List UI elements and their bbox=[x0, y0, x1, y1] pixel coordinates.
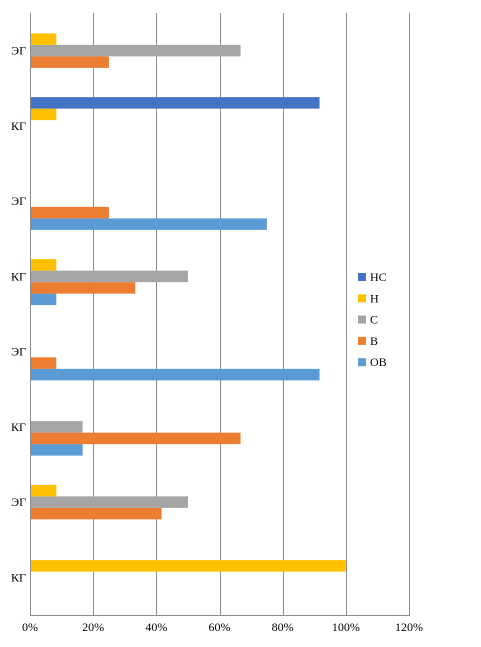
bar-Н bbox=[31, 108, 57, 121]
x-tick-label: 40% bbox=[145, 620, 167, 634]
legend-label: ОВ bbox=[370, 355, 387, 369]
bar-Н bbox=[31, 484, 57, 497]
bar-ОВ bbox=[31, 218, 267, 230]
x-tick-label: 20% bbox=[82, 620, 104, 634]
legend-swatch bbox=[358, 273, 366, 281]
bar-С bbox=[31, 270, 188, 283]
category-label: КГ bbox=[11, 119, 26, 133]
bar-В bbox=[31, 357, 57, 369]
x-tick-label: 100% bbox=[332, 620, 360, 634]
legend-swatch bbox=[358, 336, 366, 345]
bar-ОВ bbox=[31, 293, 57, 306]
category-label: ЭГ bbox=[11, 194, 26, 208]
legend-item: НС bbox=[358, 270, 387, 284]
category-label: ЭГ bbox=[11, 345, 26, 359]
bar-ОВ bbox=[31, 368, 320, 381]
x-tick-labels: 0% 20% 40% 60% 80% 100% 120% bbox=[22, 620, 423, 634]
legend-swatch bbox=[358, 358, 366, 367]
bar-ОВ bbox=[31, 444, 83, 456]
bar-НС bbox=[31, 97, 320, 109]
bar-В bbox=[31, 432, 241, 445]
bar-С bbox=[31, 421, 83, 433]
bar-В bbox=[31, 507, 162, 520]
category-labels: КГ ЭГ КГ ЭГ КГ ЭГ КГ ЭГ bbox=[11, 44, 26, 585]
x-tick-label: 60% bbox=[209, 620, 231, 634]
x-tick-label: 120% bbox=[395, 620, 423, 634]
bar-С bbox=[31, 496, 188, 508]
category-label: КГ bbox=[11, 269, 26, 283]
bar-В bbox=[31, 206, 109, 219]
legend-item: С bbox=[358, 313, 378, 327]
x-tick-label: 80% bbox=[272, 620, 294, 634]
bar-Н bbox=[31, 259, 57, 271]
legend-label: НС bbox=[370, 270, 387, 284]
category-label: КГ bbox=[11, 570, 26, 584]
bar-В bbox=[31, 282, 136, 294]
legend-label: Н bbox=[370, 291, 379, 305]
legend-label: В bbox=[370, 334, 378, 348]
legend-label: С bbox=[370, 313, 378, 327]
bar-С bbox=[31, 44, 241, 57]
legend-item: ОВ bbox=[358, 355, 387, 369]
axes bbox=[30, 13, 410, 616]
legend-item: Н bbox=[358, 291, 379, 305]
bar-В bbox=[31, 56, 109, 68]
bar-Н bbox=[31, 560, 346, 572]
legend-swatch bbox=[358, 315, 366, 324]
category-label: КГ bbox=[11, 420, 26, 434]
x-tick-label: 0% bbox=[22, 620, 38, 634]
legend-item: В bbox=[358, 334, 378, 348]
bar-Н bbox=[31, 33, 57, 45]
legend-swatch bbox=[358, 294, 366, 303]
category-label: ЭГ bbox=[11, 44, 26, 58]
bars bbox=[31, 33, 346, 572]
category-label: ЭГ bbox=[11, 495, 26, 509]
